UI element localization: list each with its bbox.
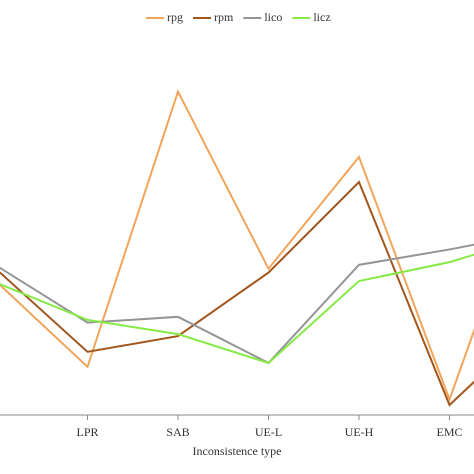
series-line	[0, 180, 474, 407]
series-line	[0, 89, 474, 403]
series-line	[0, 243, 474, 365]
x-tick-label: SAB	[166, 425, 189, 439]
legend-label: licz	[313, 10, 330, 24]
x-tick-label: EMC	[436, 425, 462, 439]
legend-label: rpg	[167, 10, 183, 24]
series-line	[0, 253, 474, 365]
x-tick-label: UE-H	[345, 425, 374, 439]
x-tick-label: LPR	[76, 425, 98, 439]
legend-label: lico	[264, 10, 282, 24]
x-tick-label: UE-L	[255, 425, 282, 439]
legend-label: rpm	[214, 10, 234, 24]
x-axis-label: Inconsistence type	[193, 444, 282, 458]
